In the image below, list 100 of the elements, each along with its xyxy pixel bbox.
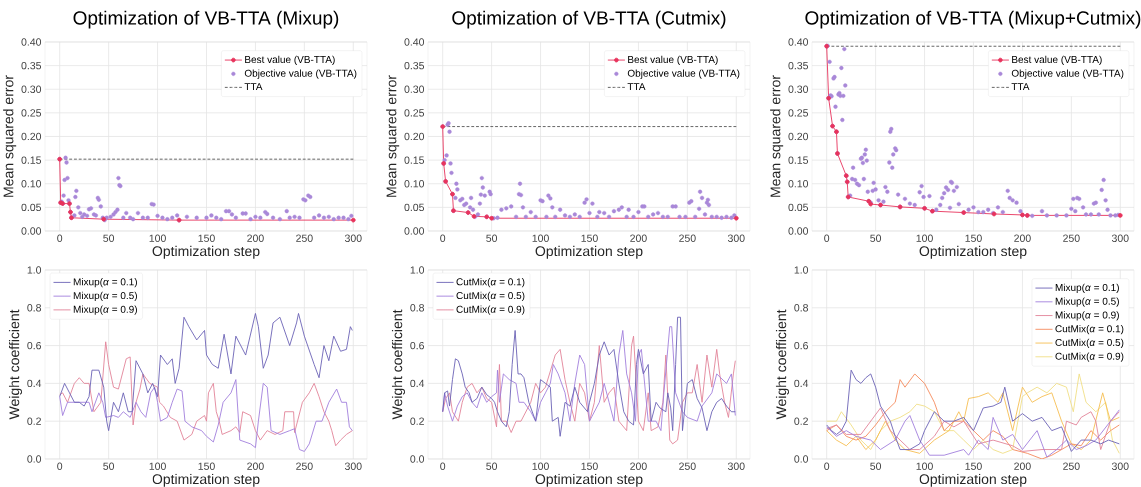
x-tick-label: 200 — [1014, 462, 1031, 470]
x-tick-label: 300 — [1111, 234, 1129, 242]
x-tick-label: 100 — [149, 234, 166, 242]
x-tick-label: 250 — [679, 462, 696, 470]
legend-label: CutMix(α = 0.9) — [456, 305, 525, 315]
y-tick-label: 0.15 — [21, 156, 42, 164]
y-tick-label: 0.8 — [27, 304, 42, 312]
chart-title: Optimization of VB-TTA (Cutmix) — [452, 10, 726, 29]
y-tick-label: 0.35 — [788, 61, 809, 70]
legend-label: TTA — [1011, 83, 1030, 91]
y-tick-label: 0.40 — [404, 38, 425, 46]
x-tick-label: 0 — [440, 234, 446, 242]
y-tick-label: 0.35 — [404, 61, 425, 70]
y-tick-label: 0.30 — [21, 85, 42, 93]
y-tick-label: 0.0 — [794, 455, 809, 463]
x-tick-label: 250 — [1063, 462, 1080, 470]
legend-label: Objective value (VB-TTA) — [244, 69, 357, 79]
x-tick-label: 250 — [679, 234, 696, 242]
y-tick-label: 0.6 — [27, 341, 42, 350]
legend-label: Mixup(α = 0.9) — [1055, 311, 1119, 321]
x-tick-label: 150 — [581, 462, 598, 470]
x-tick-label: 250 — [1063, 234, 1080, 242]
y-tick-label: 0.10 — [21, 180, 42, 188]
y-tick-label: 0.25 — [404, 109, 425, 117]
x-tick-label: 150 — [581, 234, 598, 242]
legend-label: CutMix(α = 0.1) — [1055, 324, 1124, 335]
y-tick-label: 0.30 — [788, 85, 809, 93]
legend-label: Best value (VB-TTA) — [628, 55, 718, 66]
y-tick-label: 0.20 — [404, 132, 425, 141]
legend-label: CutMix(α = 0.9) — [1055, 352, 1124, 362]
y-tick-label: 0.00 — [788, 227, 809, 235]
y-tick-label: 0.2 — [410, 417, 424, 425]
y-tick-label: 0.40 — [21, 38, 42, 46]
legend-label: Mixup(α = 0.5) — [73, 291, 137, 302]
x-tick-label: 0 — [824, 462, 830, 470]
x-tick-label: 100 — [916, 234, 933, 242]
x-tick-label: 100 — [532, 462, 549, 470]
legend-label: Best value (VB-TTA) — [245, 55, 335, 66]
x-tick-label: 200 — [247, 462, 264, 470]
legend-label: Mixup(α = 0.5) — [1055, 297, 1119, 307]
y-axis-title: Weight coefficient — [8, 309, 23, 420]
y-tick-label: 0.2 — [27, 417, 41, 425]
y-tick-label: 0.20 — [21, 132, 42, 141]
x-tick-label: 150 — [198, 234, 215, 242]
x-tick-label: 200 — [630, 234, 647, 242]
x-tick-label: 150 — [965, 462, 982, 470]
x-tick-label: 100 — [916, 462, 933, 470]
x-tick-label: 200 — [630, 462, 647, 470]
y-tick-label: 0.20 — [788, 132, 809, 141]
y-tick-label: 0.05 — [788, 203, 809, 212]
y-tick-label: 0.40 — [788, 38, 809, 46]
legend-label: Objective value (VB-TTA) — [627, 69, 740, 79]
legend-label: Best value (VB-TTA) — [1012, 55, 1102, 66]
x-tick-label: 150 — [198, 462, 215, 470]
x-axis-title: Optimization step — [919, 473, 1027, 487]
legend-label: CutMix(α = 0.1) — [456, 278, 525, 288]
y-tick-label: 0.8 — [794, 304, 809, 312]
y-tick-label: 0.4 — [410, 379, 425, 388]
x-tick-label: 250 — [296, 234, 313, 242]
y-tick-label: 0.00 — [21, 227, 42, 235]
x-tick-label: 300 — [1111, 462, 1129, 470]
x-tick-label: 0 — [57, 234, 63, 242]
x-axis-title: Optimization step — [535, 473, 643, 487]
x-axis-title: Optimization step — [535, 245, 643, 259]
y-tick-label: 0.6 — [794, 341, 809, 350]
x-tick-label: 100 — [532, 234, 549, 242]
y-tick-label: 0.6 — [410, 341, 425, 350]
y-tick-label: 0.15 — [788, 156, 809, 164]
legend-label: Mixup(α = 0.1) — [1055, 283, 1119, 294]
y-tick-label: 0.35 — [21, 61, 42, 70]
x-tick-label: 50 — [486, 234, 498, 242]
y-tick-label: 0.15 — [404, 156, 425, 164]
chart-title: Optimization of VB-TTA (Mixup) — [73, 10, 339, 29]
y-tick-label: 0.00 — [404, 227, 425, 235]
chart-title: Optimization of VB-TTA (Mixup+Cutmix) — [805, 10, 1141, 29]
y-tick-label: 1.0 — [410, 266, 425, 274]
legend-label: Mixup(α = 0.9) — [73, 305, 137, 315]
legend-label: Mixup(α = 0.1) — [73, 278, 137, 288]
y-axis-title: Mean squared error — [770, 75, 784, 197]
x-tick-label: 200 — [1014, 234, 1031, 242]
y-tick-label: 0.0 — [27, 455, 42, 463]
x-tick-label: 250 — [296, 462, 313, 470]
y-tick-label: 0.8 — [410, 304, 425, 312]
y-tick-label: 0.05 — [404, 203, 425, 212]
y-axis-title: Weight coefficient — [391, 309, 406, 420]
x-tick-label: 0 — [57, 462, 63, 470]
y-tick-label: 0.25 — [21, 109, 42, 117]
x-tick-label: 0 — [440, 462, 446, 470]
x-tick-label: 100 — [149, 462, 166, 470]
x-tick-label: 50 — [870, 234, 882, 242]
x-tick-label: 150 — [965, 234, 982, 242]
legend-label: TTA — [627, 83, 646, 91]
y-axis-title: Mean squared error — [3, 75, 17, 197]
x-tick-label: 300 — [344, 234, 362, 242]
y-tick-label: 0.25 — [788, 109, 809, 117]
x-axis-title: Optimization step — [152, 245, 260, 259]
y-tick-label: 0.4 — [794, 379, 809, 388]
y-tick-label: 1.0 — [27, 266, 42, 274]
y-tick-label: 0.30 — [404, 85, 425, 93]
x-axis-title: Optimization step — [152, 473, 260, 487]
